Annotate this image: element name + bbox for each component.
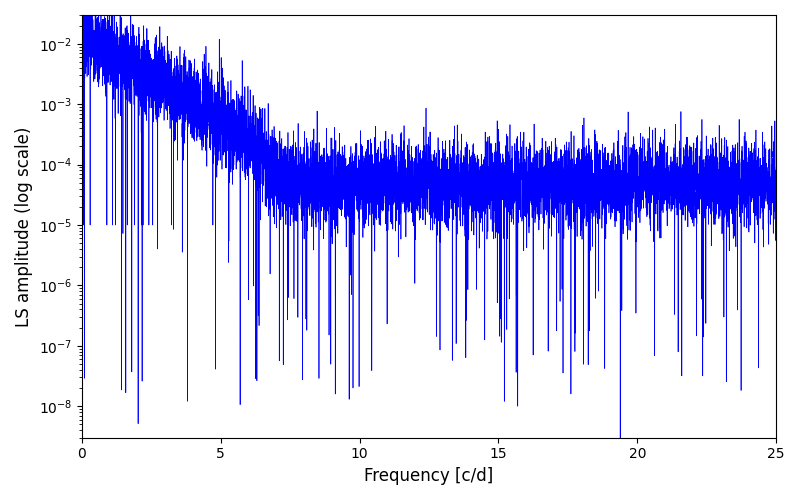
X-axis label: Frequency [c/d]: Frequency [c/d] xyxy=(364,467,494,485)
Y-axis label: LS amplitude (log scale): LS amplitude (log scale) xyxy=(15,126,33,326)
